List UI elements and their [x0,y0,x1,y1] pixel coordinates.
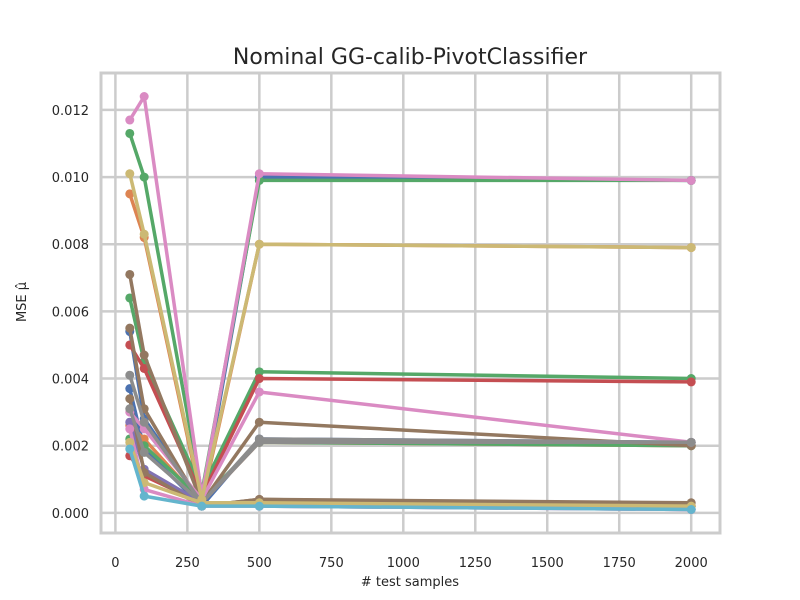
x-tick-label: 1250 [459,556,492,571]
data-point [139,350,149,360]
data-point [139,92,149,102]
data-point [125,437,135,447]
x-axis-label: # test samples [361,575,459,590]
chart-title: Nominal GG-calib-PivotClassifier [233,45,588,70]
series-group [125,92,696,514]
plot-frame [99,71,722,535]
data-point [125,323,135,333]
series-line [128,192,693,505]
x-tick-label: 1500 [531,556,564,571]
data-point [125,269,135,279]
x-tick-label: 250 [175,556,200,571]
data-point [197,501,207,511]
data-point [254,387,264,397]
series-7 [125,340,696,501]
data-point [139,363,149,373]
y-tick-label: 0.010 [52,171,89,186]
data-point [686,377,696,387]
data-point [139,447,149,457]
series-20 [125,444,696,514]
y-tick-label: 0.008 [52,238,89,253]
data-point [125,128,135,138]
data-point [139,172,149,182]
data-point [125,189,135,199]
data-point [139,417,149,427]
series-18 [125,169,696,504]
data-point [254,501,264,511]
series-line [128,296,693,492]
y-axis-label: MSE μ̂ [15,282,30,322]
data-point [125,169,135,179]
x-tick-label: 0 [111,556,119,571]
data-point [125,404,135,414]
data-point [125,444,135,454]
x-tick-label: 500 [247,556,272,571]
data-point [686,504,696,514]
x-tick-label: 2000 [675,556,708,571]
data-point [125,424,135,434]
y-tick-label: 0.006 [52,305,89,320]
data-point [139,229,149,239]
series-line [128,94,693,498]
series-line [128,171,693,502]
y-tick-label: 0.002 [52,440,89,455]
x-tick-label: 1750 [603,556,636,571]
data-point [254,437,264,447]
data-point [125,370,135,380]
data-point [686,175,696,185]
x-tick-labels: 0 250 500 750 1000 1250 1500 1750 2000 [111,556,708,571]
data-point [254,417,264,427]
data-point [254,374,264,384]
data-point [125,115,135,125]
x-tick-label: 1000 [387,556,420,571]
x-tick-label: 750 [319,556,344,571]
y-tick-label: 0.004 [52,373,89,388]
data-point [254,239,264,249]
data-point [254,367,264,377]
data-point [686,437,696,447]
y-tick-label: 0.000 [52,507,89,522]
data-point [139,491,149,501]
data-point [686,243,696,253]
y-tick-label: 0.012 [52,104,89,119]
data-point [125,394,135,404]
y-tick-labels: 0.000 0.002 0.004 0.006 0.008 0.010 0.012 [52,104,89,522]
data-point [254,169,264,179]
